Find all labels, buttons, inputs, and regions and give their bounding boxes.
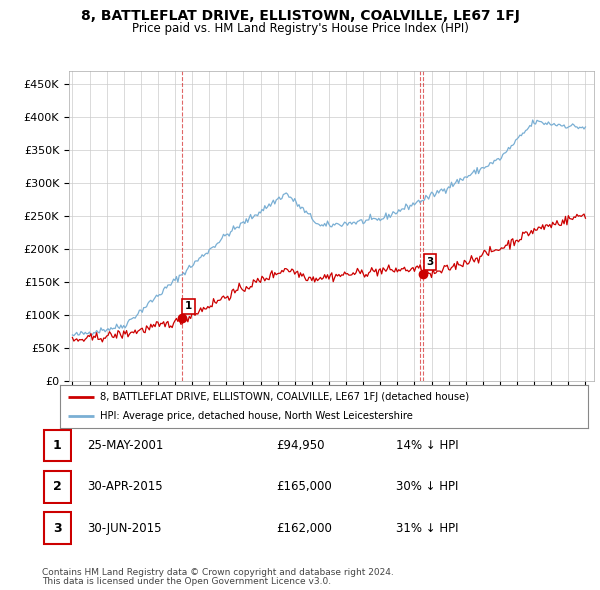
Text: HPI: Average price, detached house, North West Leicestershire: HPI: Average price, detached house, Nort…: [100, 411, 412, 421]
Text: 3: 3: [426, 257, 433, 267]
Text: 30-APR-2015: 30-APR-2015: [87, 480, 163, 493]
Text: 31% ↓ HPI: 31% ↓ HPI: [396, 522, 458, 535]
Text: £162,000: £162,000: [276, 522, 332, 535]
Text: 8, BATTLEFLAT DRIVE, ELLISTOWN, COALVILLE, LE67 1FJ: 8, BATTLEFLAT DRIVE, ELLISTOWN, COALVILL…: [80, 9, 520, 23]
Text: 3: 3: [53, 522, 61, 535]
Text: 30-JUN-2015: 30-JUN-2015: [87, 522, 161, 535]
Text: Price paid vs. HM Land Registry's House Price Index (HPI): Price paid vs. HM Land Registry's House …: [131, 22, 469, 35]
FancyBboxPatch shape: [44, 471, 71, 503]
Text: 25-MAY-2001: 25-MAY-2001: [87, 439, 163, 452]
Text: 1: 1: [185, 301, 193, 311]
Text: 2: 2: [53, 480, 61, 493]
Text: This data is licensed under the Open Government Licence v3.0.: This data is licensed under the Open Gov…: [42, 577, 331, 586]
Text: £165,000: £165,000: [276, 480, 332, 493]
FancyBboxPatch shape: [44, 430, 71, 461]
Text: 1: 1: [53, 439, 61, 452]
FancyBboxPatch shape: [44, 512, 71, 544]
Text: 14% ↓ HPI: 14% ↓ HPI: [396, 439, 458, 452]
Text: 30% ↓ HPI: 30% ↓ HPI: [396, 480, 458, 493]
Text: Contains HM Land Registry data © Crown copyright and database right 2024.: Contains HM Land Registry data © Crown c…: [42, 568, 394, 576]
Text: £94,950: £94,950: [276, 439, 325, 452]
Text: 8, BATTLEFLAT DRIVE, ELLISTOWN, COALVILLE, LE67 1FJ (detached house): 8, BATTLEFLAT DRIVE, ELLISTOWN, COALVILL…: [100, 392, 469, 402]
